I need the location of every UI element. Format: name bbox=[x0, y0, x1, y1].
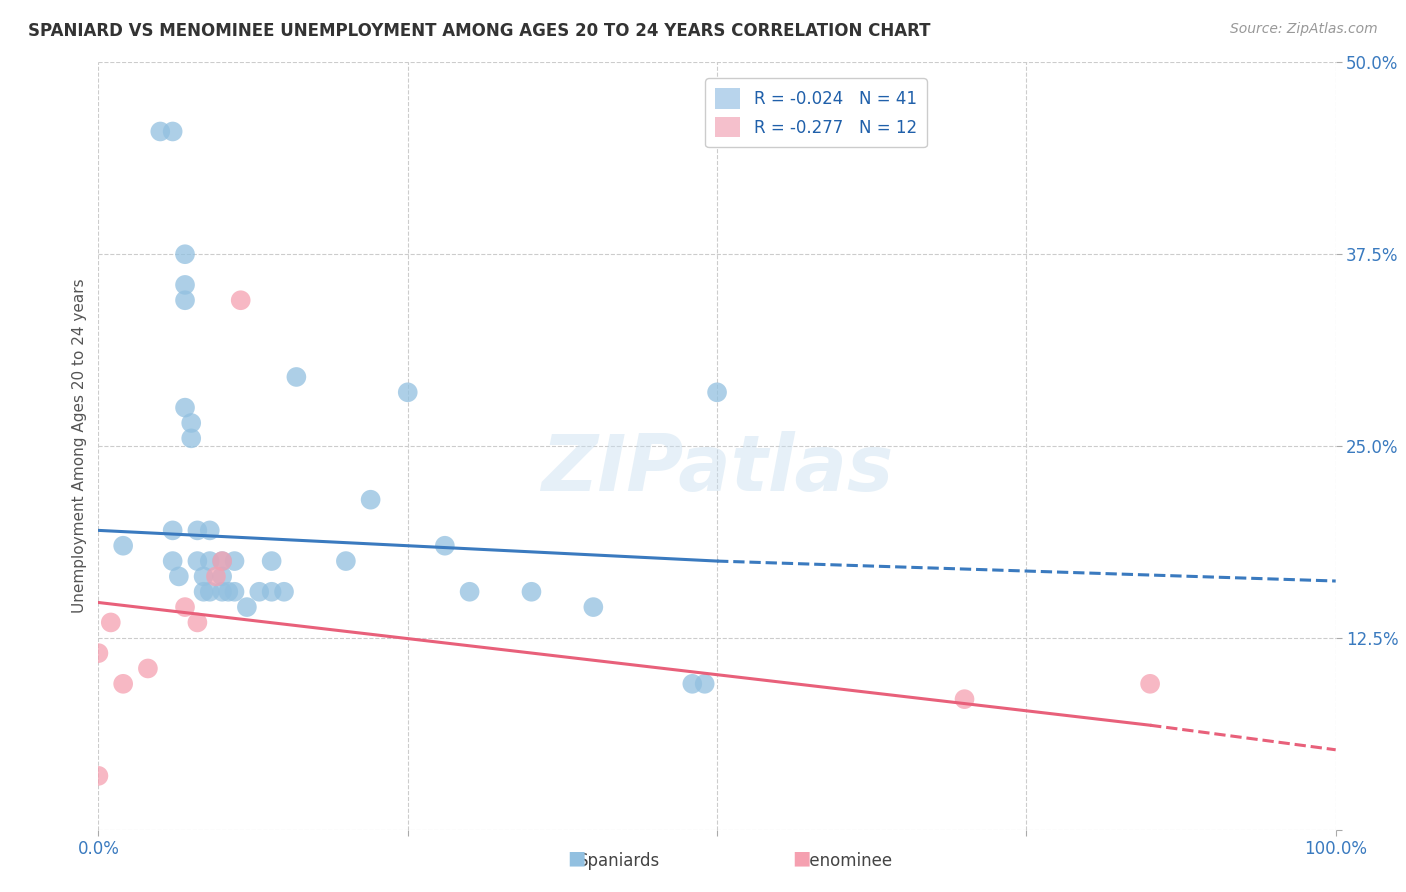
Point bbox=[205, 569, 228, 583]
Point bbox=[458, 584, 481, 599]
Point bbox=[174, 293, 197, 308]
Point bbox=[217, 584, 239, 599]
Point bbox=[211, 569, 233, 583]
Text: ■: ■ bbox=[567, 848, 586, 867]
Point bbox=[174, 401, 197, 415]
Point bbox=[1139, 677, 1161, 691]
Point bbox=[285, 370, 308, 384]
Point bbox=[180, 416, 202, 430]
Point bbox=[198, 554, 221, 568]
Point bbox=[186, 554, 208, 568]
Text: SPANIARD VS MENOMINEE UNEMPLOYMENT AMONG AGES 20 TO 24 YEARS CORRELATION CHART: SPANIARD VS MENOMINEE UNEMPLOYMENT AMONG… bbox=[28, 22, 931, 40]
Point bbox=[211, 554, 233, 568]
Point bbox=[335, 554, 357, 568]
Point bbox=[224, 584, 246, 599]
Point bbox=[186, 524, 208, 538]
Point bbox=[273, 584, 295, 599]
Point bbox=[260, 554, 283, 568]
Point bbox=[174, 600, 197, 615]
Point bbox=[260, 584, 283, 599]
Point bbox=[582, 600, 605, 615]
Point bbox=[211, 584, 233, 599]
Point bbox=[149, 124, 172, 138]
Point bbox=[174, 247, 197, 261]
Point bbox=[136, 661, 159, 675]
Text: Source: ZipAtlas.com: Source: ZipAtlas.com bbox=[1230, 22, 1378, 37]
Point bbox=[396, 385, 419, 400]
Point bbox=[360, 492, 382, 507]
Point bbox=[693, 677, 716, 691]
Point bbox=[193, 569, 215, 583]
Text: Spaniards: Spaniards bbox=[578, 852, 659, 870]
Point bbox=[198, 584, 221, 599]
Point bbox=[224, 554, 246, 568]
Point bbox=[162, 554, 184, 568]
Point bbox=[681, 677, 703, 691]
Point bbox=[180, 431, 202, 445]
Point bbox=[174, 277, 197, 292]
Point bbox=[112, 539, 135, 553]
Point bbox=[706, 385, 728, 400]
Text: ■: ■ bbox=[792, 848, 811, 867]
Point bbox=[236, 600, 259, 615]
Point bbox=[162, 524, 184, 538]
Point bbox=[100, 615, 122, 630]
Point bbox=[211, 554, 233, 568]
Point bbox=[162, 124, 184, 138]
Point bbox=[520, 584, 543, 599]
Legend: R = -0.024   N = 41, R = -0.277   N = 12: R = -0.024 N = 41, R = -0.277 N = 12 bbox=[706, 78, 927, 147]
Y-axis label: Unemployment Among Ages 20 to 24 years: Unemployment Among Ages 20 to 24 years bbox=[72, 278, 87, 614]
Text: ZIPatlas: ZIPatlas bbox=[541, 431, 893, 507]
Point bbox=[193, 584, 215, 599]
Point bbox=[198, 524, 221, 538]
Point bbox=[953, 692, 976, 706]
Point bbox=[167, 569, 190, 583]
Point bbox=[87, 769, 110, 783]
Point bbox=[433, 539, 456, 553]
Point bbox=[87, 646, 110, 660]
Point bbox=[112, 677, 135, 691]
Point bbox=[247, 584, 270, 599]
Point bbox=[229, 293, 252, 308]
Text: Menominee: Menominee bbox=[794, 852, 893, 870]
Point bbox=[186, 615, 208, 630]
